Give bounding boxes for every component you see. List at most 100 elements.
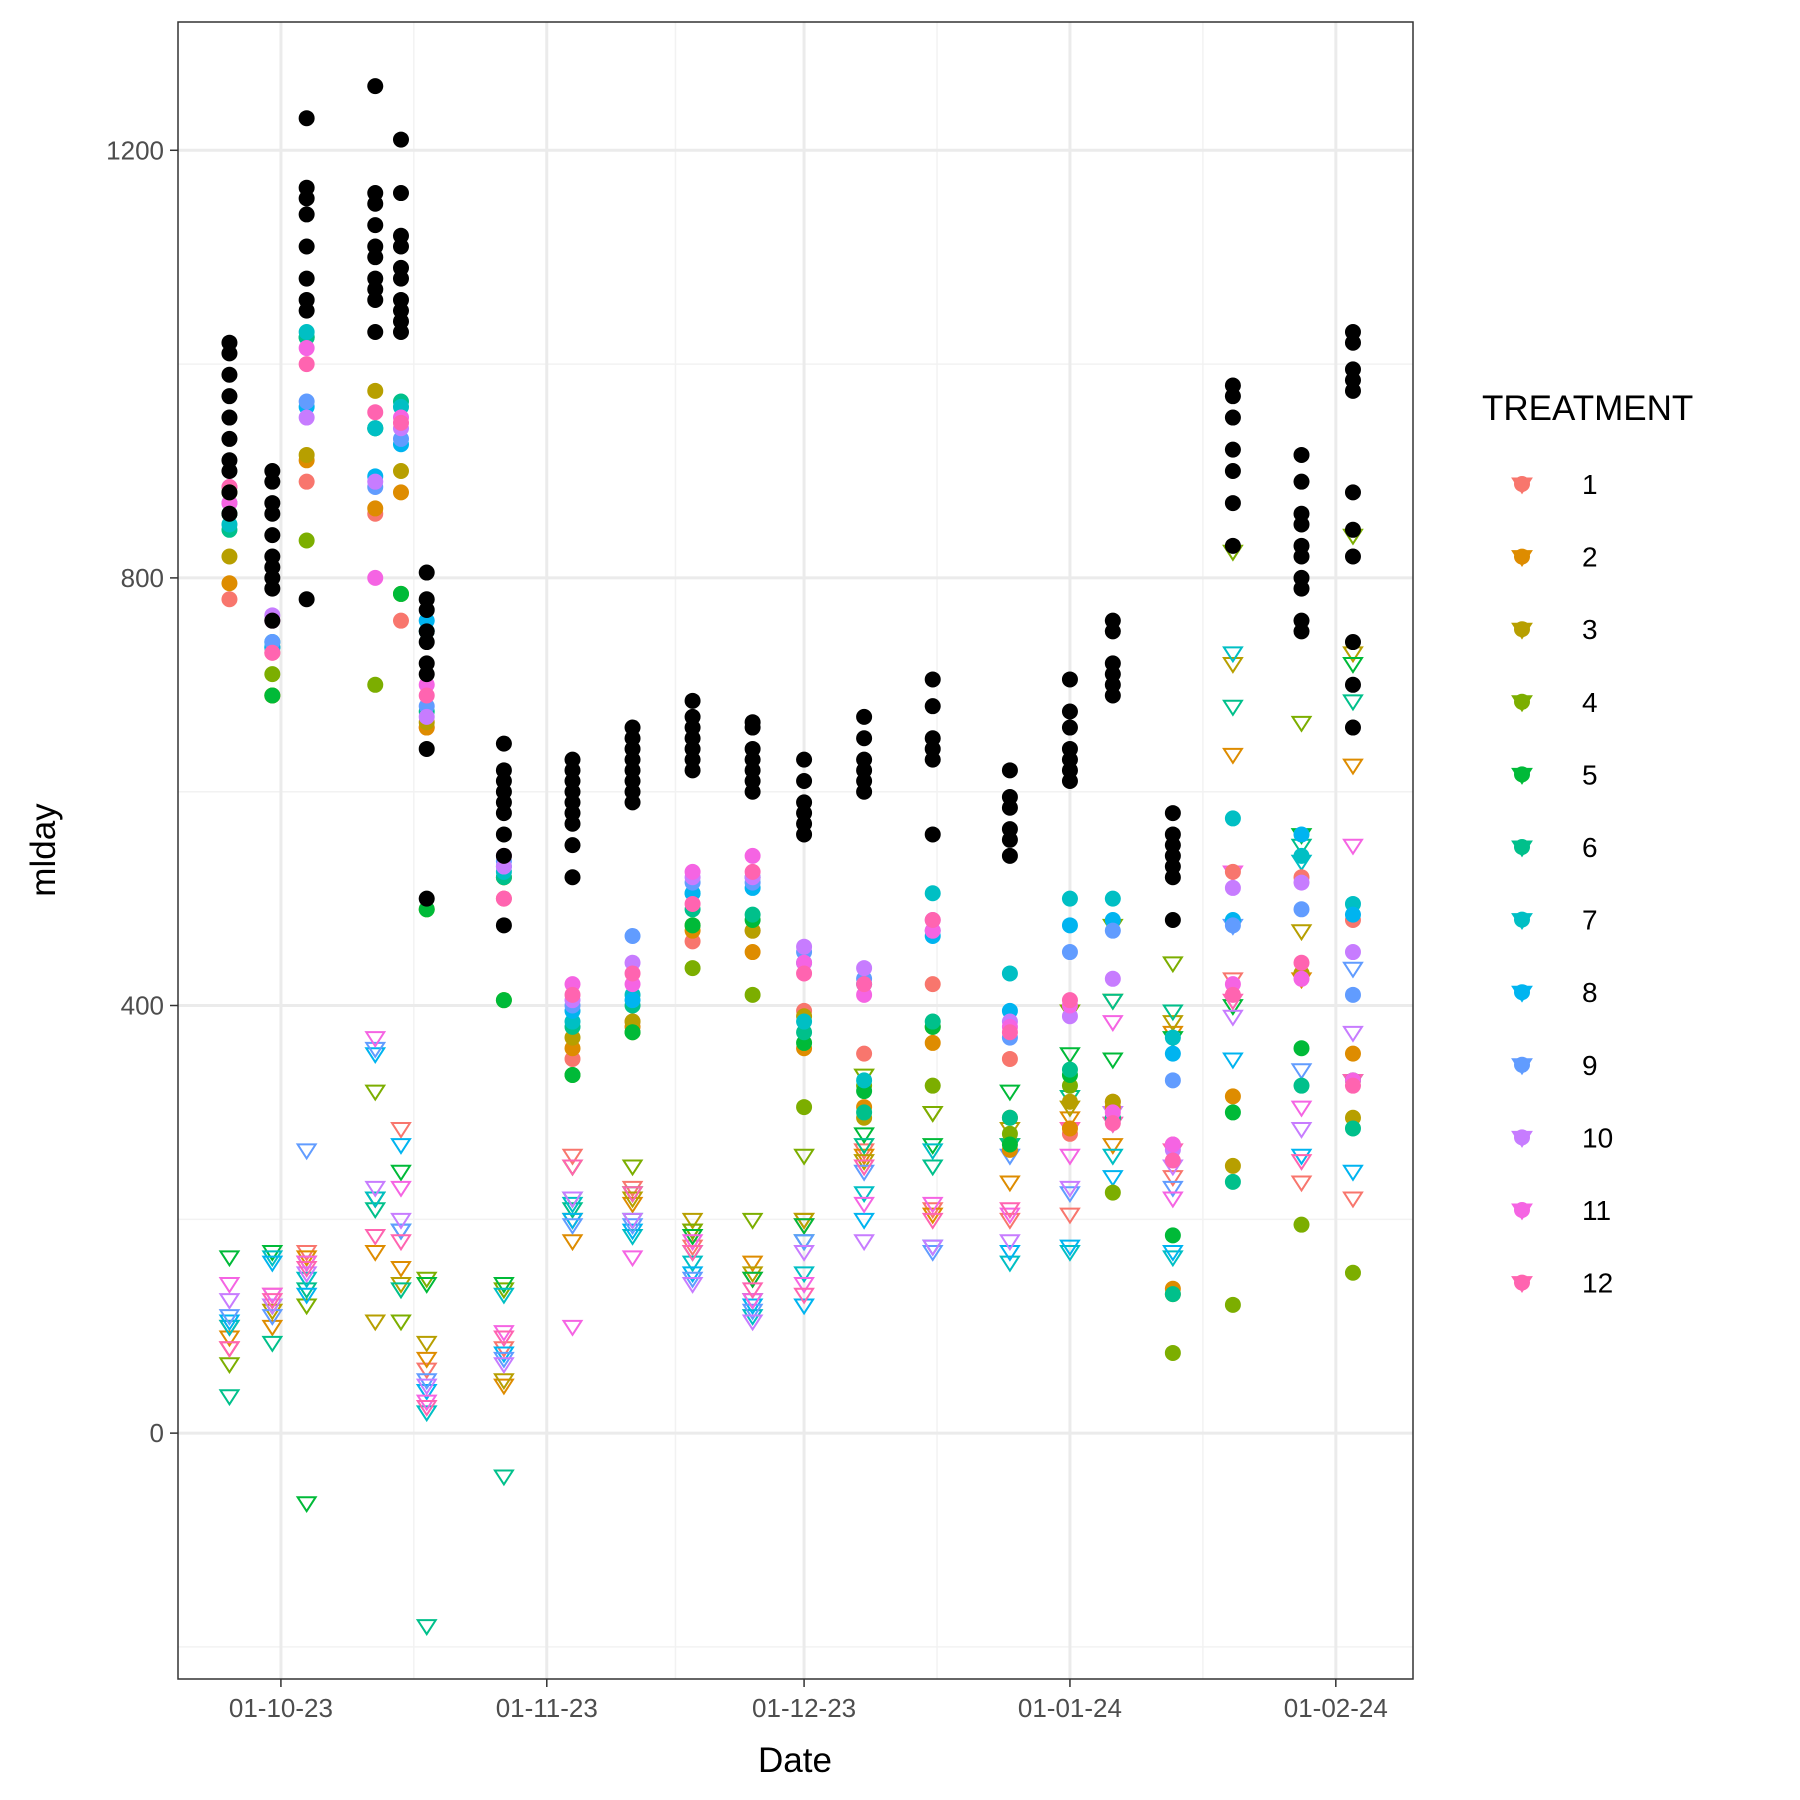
open-triangle-point [295,1298,318,1316]
open-triangle-point [390,1122,412,1139]
black-point [1104,623,1121,640]
black-point [298,110,315,127]
black-point [1224,441,1241,458]
filled-point [796,965,813,982]
open-triangle-point [681,1271,704,1289]
legend-key-triangle [1511,622,1533,640]
open-triangle-point [793,1244,815,1262]
open-triangle-point [1162,1244,1184,1262]
open-triangle-point [364,1047,387,1065]
open-triangle-point [1059,1186,1081,1203]
filled-point [1344,1264,1361,1281]
black-point [221,484,238,501]
open-triangle-point [681,1234,704,1252]
black-point [1104,687,1121,704]
x-axis: 01-10-23 01-11-23 01-12-23 01-01-24 01-02-24 [229,1679,1388,1723]
filled-point [1001,1050,1018,1067]
filled-point [1164,1136,1181,1153]
filled-point [744,986,761,1003]
filled-point [1061,1120,1078,1137]
filled-point [495,890,512,907]
filled-point [924,911,941,928]
black-point [221,462,238,479]
legend-label: 1 [1582,469,1598,500]
open-triangle-point [793,1287,815,1305]
open-triangle-point [561,1148,584,1166]
open-triangle-point [853,1164,875,1182]
legend-key-triangle [1511,840,1533,858]
open-triangle-point [295,1255,318,1273]
black-point [1293,548,1310,565]
black-point [744,719,761,736]
black-point [1224,537,1241,554]
minor-gridlines [178,22,1413,1679]
black-point [264,527,281,544]
black-point [1001,831,1018,848]
filled-point [1293,1216,1310,1233]
open-triangle-point [853,1154,875,1171]
open-triangle-point [999,1175,1021,1193]
open-triangle-point [1059,1111,1081,1129]
open-triangle-point [1059,1239,1081,1257]
legend-key-triangle [1511,550,1533,568]
legend-item: 11 [1511,1195,1611,1226]
filled-point [1293,1077,1310,1094]
open-triangle-point [681,1277,704,1294]
legend-label: 2 [1582,542,1598,573]
black-point [392,270,409,287]
black-point [1224,462,1241,479]
open-triangle-point [1059,1244,1081,1262]
black-point [221,345,238,362]
open-triangle-point [561,1202,584,1220]
open-triangle-point [921,1202,944,1220]
legend-key-triangle [1511,1058,1533,1076]
open-triangle-point [621,1218,644,1236]
black-point [298,591,315,608]
open-triangle-point [218,1277,241,1294]
filled-point [298,393,315,410]
filled-point [1001,1024,1018,1041]
open-triangle-point [1342,1191,1364,1209]
open-triangle-point [261,1335,284,1353]
open-triangle-point [1101,1138,1124,1155]
legend-key-triangle [1511,477,1533,495]
open-triangle-point [493,1325,515,1342]
open-triangle-point [218,1341,241,1358]
open-triangle-point [853,1196,875,1214]
open-triangle-point [921,1239,944,1257]
filled-point [1224,1296,1241,1313]
filled-point [564,986,581,1003]
filled-point [221,575,238,592]
filled-point [367,382,384,399]
filled-point [367,420,384,437]
filled-point [1224,1157,1241,1174]
open-triangle-point [741,1293,764,1310]
major-gridlines [178,22,1413,1679]
open-triangle-point [741,1282,764,1300]
open-triangle-point [741,1266,764,1284]
filled-point [367,404,384,421]
black-point [392,324,409,341]
open-triangle-point [493,1341,515,1358]
filled-point [1164,1045,1181,1062]
filled-point [624,992,641,1009]
filled-point [856,960,873,977]
filled-point [264,666,281,683]
open-triangle-point [853,1138,875,1155]
x-tick-label: 01-01-24 [1018,1693,1122,1723]
open-triangle-point [561,1234,584,1252]
black-point [298,206,315,223]
filled-point [624,965,641,982]
legend-label: 6 [1582,832,1598,863]
open-triangle-point [493,1351,515,1369]
open-triangle-point [793,1212,815,1230]
black-point [684,692,701,709]
filled-point [1061,890,1078,907]
open-triangle-point [621,1191,644,1209]
filled-point [856,1072,873,1089]
black-point [1293,446,1310,463]
black-point [1164,911,1181,928]
open-triangle-point [1290,1122,1313,1139]
filled-point [298,340,315,357]
open-triangle-point [1162,1191,1184,1209]
